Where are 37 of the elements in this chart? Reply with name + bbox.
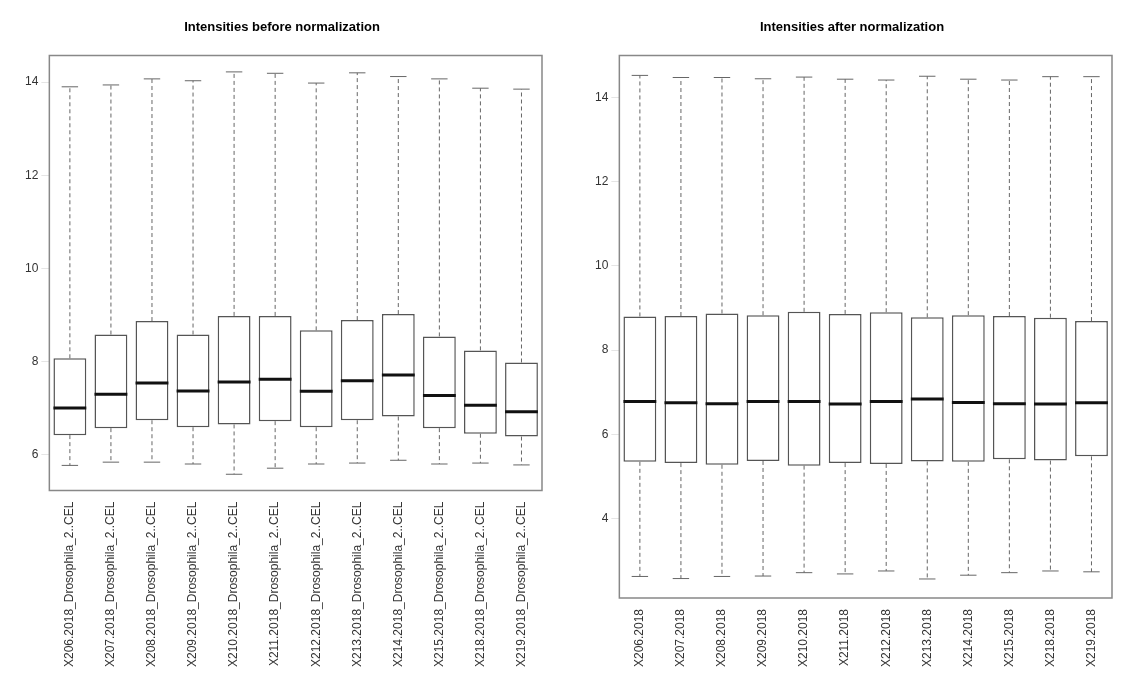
x-tick-label: X208.2018_Drosophila_2..CEL (144, 501, 159, 667)
x-tick-label: X210.2018 (796, 608, 811, 668)
y-tick-label: 6 (601, 426, 609, 441)
y-tick-label: 8 (31, 353, 39, 368)
x-tick-label: X210.2018_Drosophila_2..CEL (226, 501, 241, 667)
x-tick-label: X215.2018_Drosophila_2..CEL (431, 501, 446, 667)
x-tick-label: X213.2018_Drosophila_2..CEL (349, 501, 364, 667)
x-tick-label: X207.2018_Drosophila_2..CEL (103, 501, 118, 667)
y-tick-label: 8 (601, 342, 609, 357)
y-tick-label: 6 (31, 447, 39, 461)
x-tick-label: X206.2018_Drosophila_2..CEL (62, 501, 77, 667)
y-tick-label: 12 (24, 167, 39, 182)
x-tick-label: X209.2018 (755, 608, 770, 668)
x-tick-label: X207.2018 (673, 608, 688, 668)
x-tick-label: X206.2018 (632, 608, 647, 668)
x-tick-label: X212.2018 (878, 608, 893, 668)
y-tick-label: 12 (594, 173, 609, 188)
x-tick-label: X219.2018_Drosophila_2..CEL (513, 501, 528, 667)
x-tick-label: X218.2018 (1042, 608, 1057, 668)
y-tick-label: 10 (24, 260, 39, 275)
x-tick-label: X211.2018 (837, 608, 852, 667)
x-tick-label: X211.2018_Drosophila_2..CEL (267, 501, 282, 667)
x-tick-label: X215.2018 (1001, 608, 1016, 668)
chart-title: Intensities after normalization (759, 19, 945, 35)
chart-title: Intensities before normalization (184, 19, 380, 35)
y-tick-label: 14 (24, 74, 39, 89)
y-tick-label: 10 (594, 258, 609, 273)
x-tick-label: X218.2018_Drosophila_2..CEL (472, 501, 487, 667)
x-tick-label: X214.2018_Drosophila_2..CEL (390, 501, 405, 667)
x-tick-label: X219.2018 (1083, 608, 1098, 668)
x-tick-label: X209.2018_Drosophila_2..CEL (185, 501, 200, 667)
x-tick-label: X208.2018 (714, 608, 729, 668)
x-tick-label: X214.2018 (960, 608, 975, 668)
y-tick-label: 14 (594, 89, 609, 104)
x-tick-label: X213.2018 (919, 608, 934, 668)
x-tick-label: X212.2018_Drosophila_2..CEL (308, 501, 323, 667)
y-tick-label: 4 (601, 511, 609, 526)
